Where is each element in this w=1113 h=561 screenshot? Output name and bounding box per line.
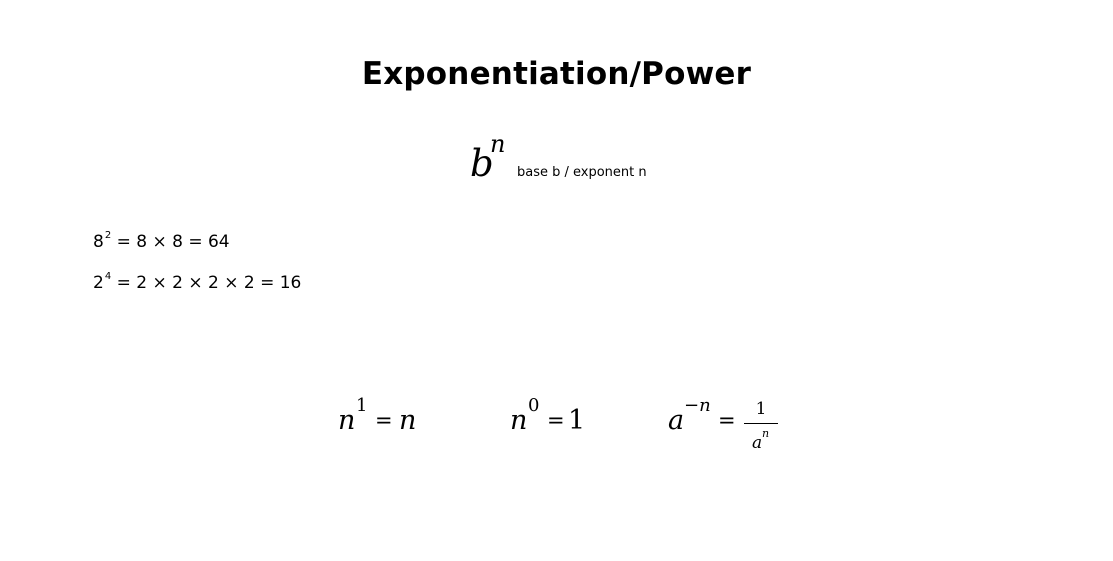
example-base: 8 (93, 232, 104, 252)
example-expansion: = 8 × 8 = 64 (116, 232, 230, 252)
fraction-denominator-exponent: n (762, 427, 770, 440)
page-title: Exponentiation/Power (361, 56, 752, 92)
notation-base: b (470, 142, 494, 185)
rule-base: a (668, 405, 685, 436)
fraction-numerator: 1 (755, 399, 767, 419)
rule-result: 1 (568, 405, 586, 436)
equals-sign: = (718, 408, 736, 432)
rule-base: n (338, 405, 356, 436)
fraction-denominator-base: a (752, 433, 763, 453)
fraction: 1 a n (744, 397, 778, 453)
example-expansion: = 2 × 2 × 2 × 2 = 16 (116, 273, 302, 293)
rule-exponent: −n (684, 395, 711, 416)
notation-caption: base b / exponent n (517, 165, 647, 180)
equals-sign: = (547, 408, 565, 432)
rule-base: n (510, 405, 528, 436)
equals-sign: = (375, 408, 393, 432)
example-exponent: 2 (104, 230, 112, 242)
example-line: 24 = 2 × 2 × 2 × 2 = 16 (93, 271, 302, 293)
example-exponent: 4 (104, 271, 112, 283)
example-line: 82 = 8 × 8 = 64 (93, 230, 230, 252)
notation-exponent: n (490, 130, 506, 158)
rule-result: n (399, 405, 417, 436)
rule-exponent: 0 (528, 395, 540, 416)
example-base: 2 (93, 273, 104, 293)
rule-exponent: 1 (356, 395, 368, 416)
fraction-bar (744, 423, 778, 424)
